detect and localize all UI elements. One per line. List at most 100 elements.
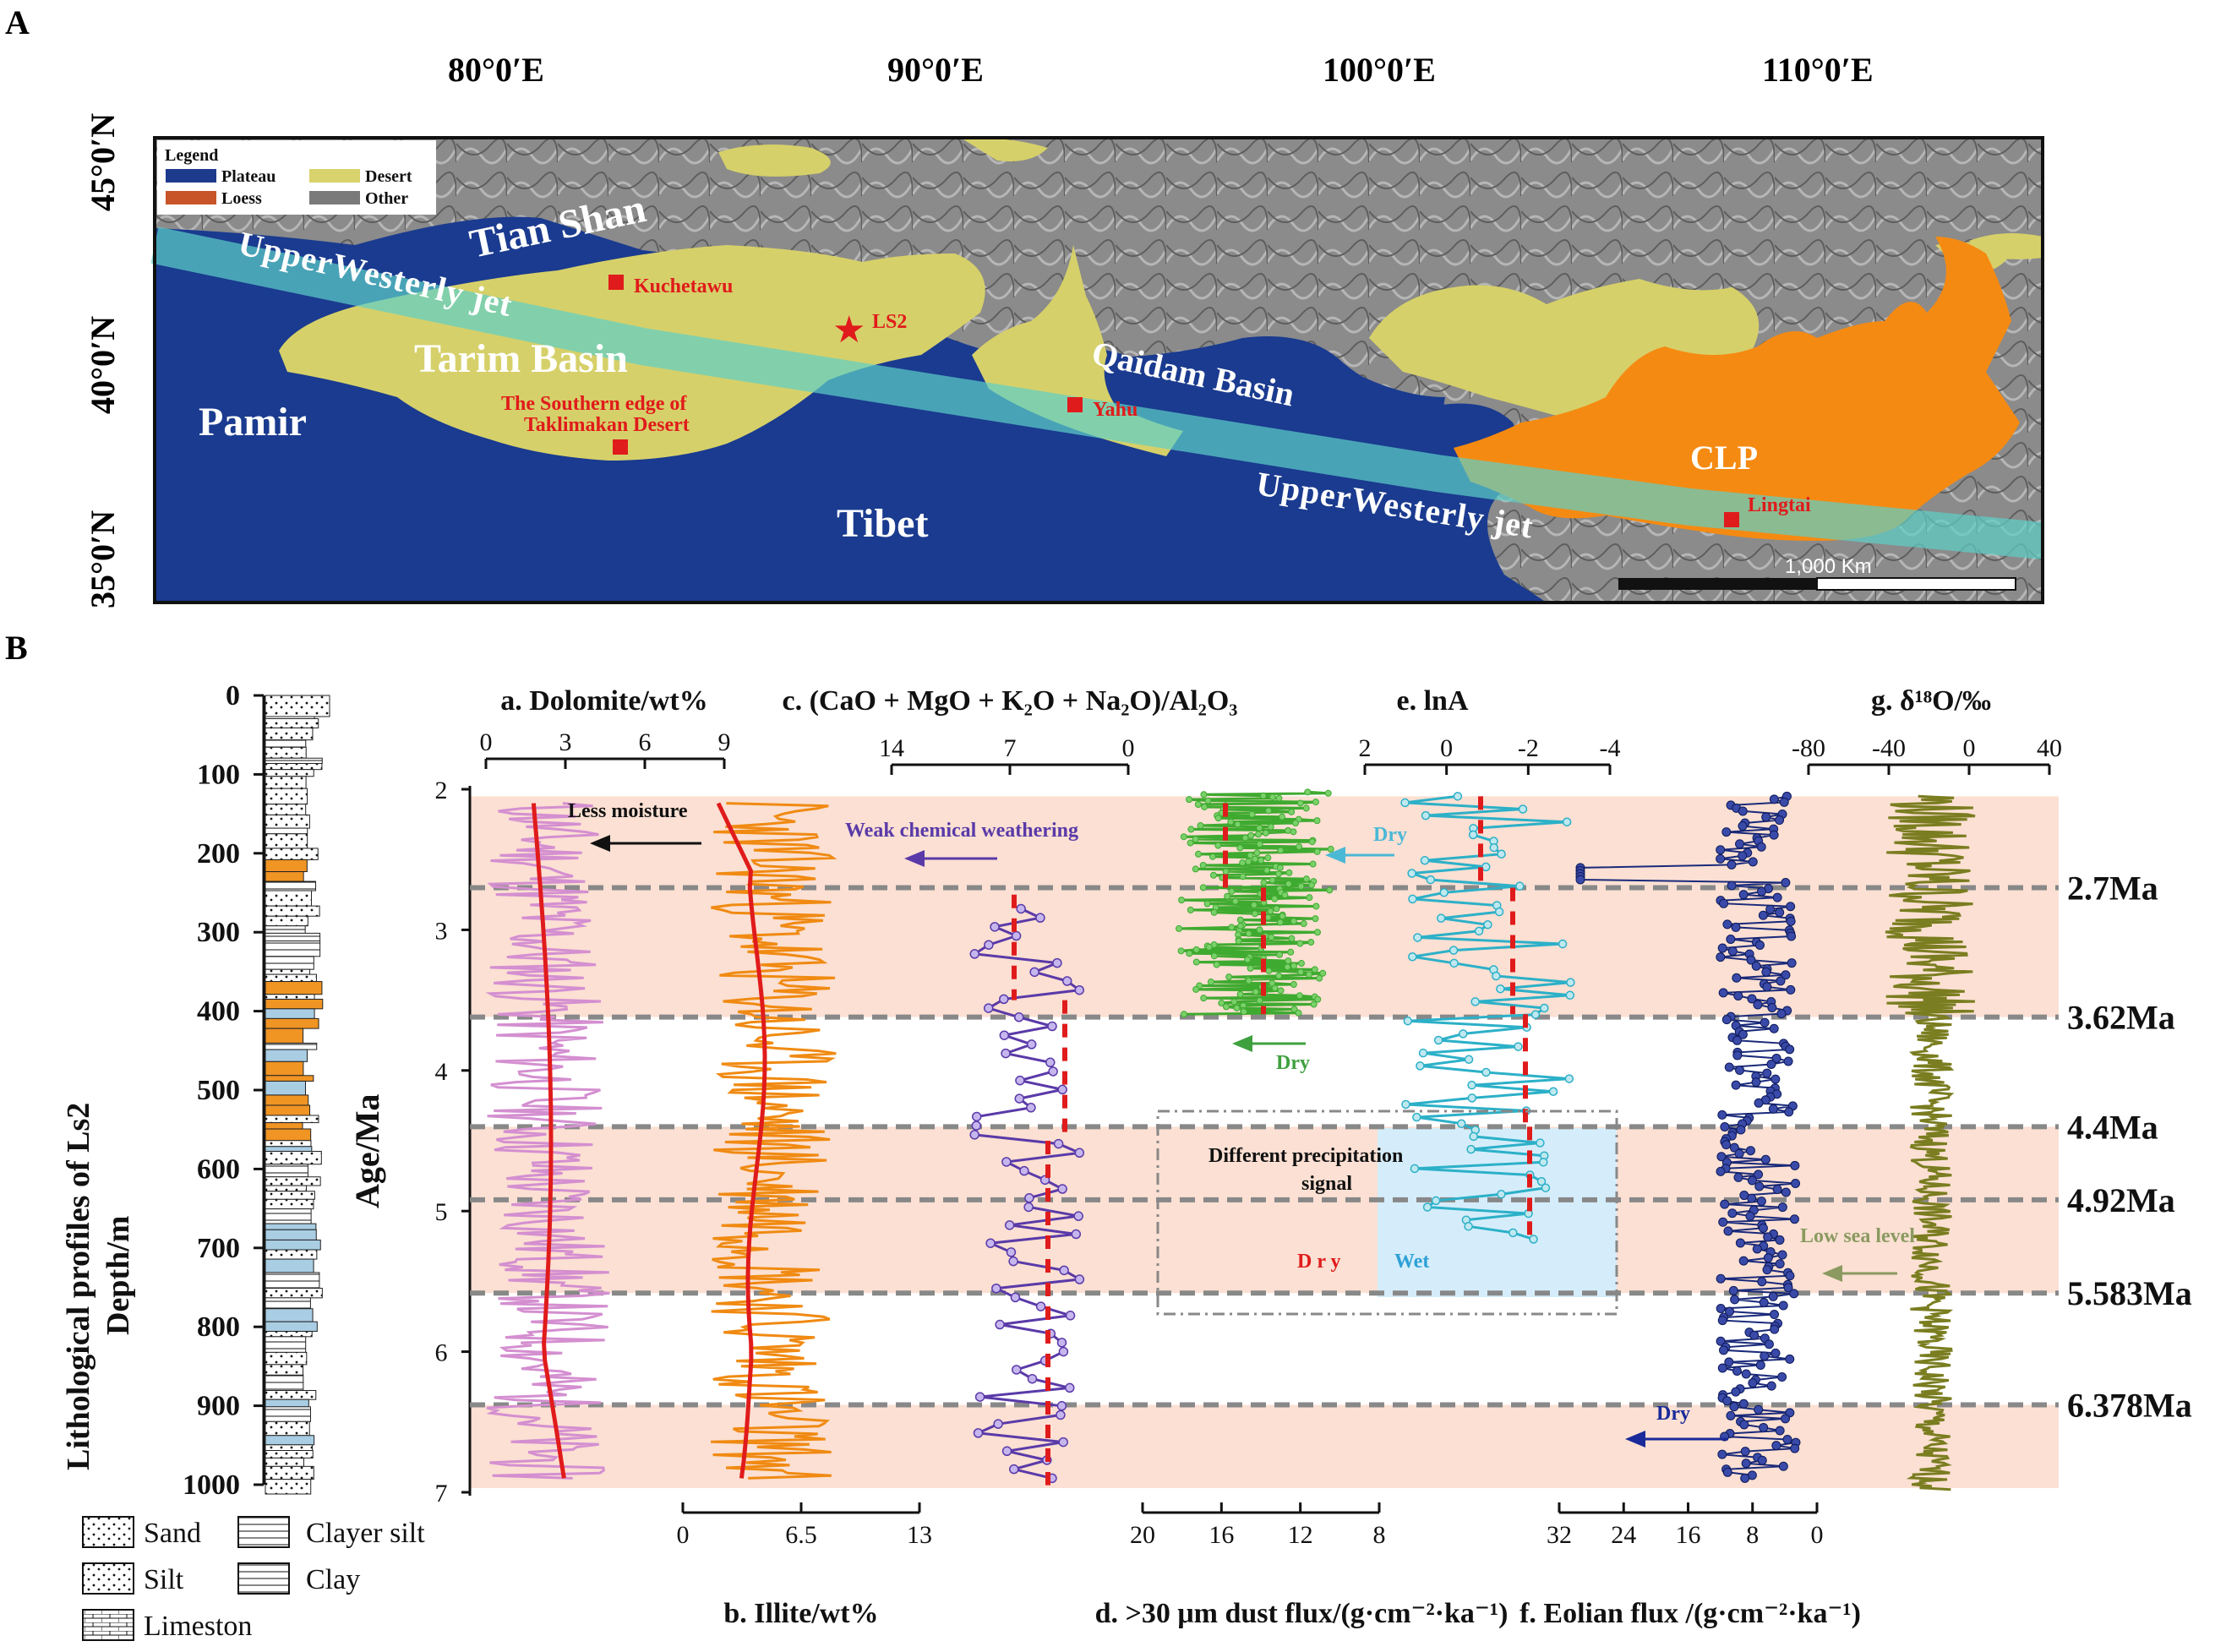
- eolian-point: [1759, 1422, 1769, 1432]
- eolian-point: [1760, 1017, 1770, 1028]
- dust-point: [1311, 966, 1318, 973]
- eolian-point: [1748, 857, 1758, 867]
- axis-tick-label-d: 16: [1208, 1521, 1234, 1549]
- weathering-point: [1035, 1301, 1046, 1311]
- dust-point: [1312, 799, 1319, 806]
- panel-label-a: A: [5, 3, 30, 41]
- eolian-point: [1791, 1178, 1801, 1188]
- trend-illite: [716, 802, 767, 1479]
- eolian-point: [1781, 1414, 1791, 1424]
- series-dolomite: [485, 802, 610, 1480]
- legend-limeston: Limeston: [144, 1611, 252, 1642]
- eolian-point: [1764, 1339, 1774, 1349]
- eolian-point: [1754, 940, 1765, 951]
- dust-point: [1236, 844, 1244, 852]
- dust-point: [1201, 803, 1208, 810]
- arrow-low-sea-head: [1822, 1265, 1842, 1282]
- legend-silt: Silt: [144, 1564, 184, 1595]
- dust-point: [1260, 879, 1268, 886]
- dust-point: [1258, 857, 1265, 864]
- depth-tick-label: 800: [197, 1311, 240, 1343]
- eolian-point: [1745, 1146, 1755, 1156]
- qaidam-plateau: [1039, 338, 1445, 448]
- weathering-point: [1012, 1365, 1022, 1375]
- dust-point: [1236, 990, 1244, 998]
- map-legend-title: Legend: [165, 146, 218, 165]
- eolian-point: [1762, 1265, 1772, 1275]
- litho-layer: [265, 932, 321, 942]
- dust-point: [1224, 892, 1231, 900]
- eolian-point: [1775, 815, 1785, 826]
- legend-silt-swatch: [82, 1562, 134, 1595]
- eolian-point: [1756, 1197, 1766, 1207]
- weathering-point: [1048, 1066, 1058, 1077]
- litho-layer: [265, 1208, 312, 1224]
- eolian-point: [1747, 1193, 1757, 1203]
- axis-tick-label-f: 0: [1811, 1521, 1824, 1549]
- dust-point: [1256, 824, 1263, 831]
- eolian-point: [1722, 1467, 1732, 1477]
- dust-point: [1208, 853, 1216, 860]
- age-axis: Age/Ma 2 3 4 5 6 7: [348, 777, 472, 1508]
- litho-layer: [265, 1017, 319, 1029]
- lna-point: [1449, 946, 1459, 955]
- eolian-point: [1789, 1214, 1799, 1224]
- litho-layer: [265, 1198, 314, 1210]
- dust-point: [1248, 810, 1256, 818]
- litho-layer: [265, 871, 304, 882]
- weathering-point: [1035, 913, 1045, 923]
- weathering-point: [1052, 957, 1062, 968]
- axis-tick-label-b: 0: [677, 1521, 690, 1549]
- note-low-sea: Low sea level: [1800, 1225, 1915, 1247]
- eolian-point: [1727, 946, 1738, 957]
- dust-point: [1302, 804, 1310, 812]
- weathering-point: [1056, 1338, 1067, 1348]
- dust-point: [1285, 881, 1292, 888]
- weathering-point: [1001, 1157, 1012, 1167]
- eolian-point: [1785, 1044, 1795, 1055]
- weathering-point: [1009, 1464, 1019, 1475]
- litho-layer: [265, 1321, 318, 1333]
- dust-point: [1214, 842, 1222, 849]
- weathering-point: [1058, 1437, 1068, 1448]
- dust-point: [1302, 875, 1310, 883]
- litho-layer: [265, 905, 320, 917]
- dust-point: [1192, 946, 1200, 953]
- note-dry-f: Dry: [1656, 1403, 1690, 1425]
- eolian-point: [1776, 976, 1786, 986]
- axis-tick-label-a: 9: [718, 728, 731, 756]
- dust-point: [1247, 964, 1254, 972]
- dust-point: [1314, 995, 1322, 1003]
- eolian-point: [1724, 1062, 1734, 1072]
- eolian-point: [1739, 1420, 1749, 1430]
- eolian-point: [1763, 1253, 1773, 1263]
- litho-column: Lithological profiles of Ls2 Depth/m 0 10…: [61, 680, 330, 1501]
- depth-tick-label: 500: [197, 1075, 240, 1106]
- eolian-point: [1735, 1238, 1745, 1248]
- dust-point: [1235, 937, 1242, 945]
- dust-point: [1268, 979, 1276, 987]
- dust-point: [1262, 829, 1269, 837]
- axis-tick-label-f: 32: [1547, 1521, 1572, 1549]
- weathering-point: [974, 1392, 985, 1402]
- eolian-point: [1770, 1324, 1780, 1334]
- axis-tick-label-g: 0: [1963, 734, 1976, 762]
- lna-point: [1565, 990, 1575, 1000]
- axis-tick-label-e: -4: [1600, 734, 1621, 762]
- weathering-point: [1026, 1103, 1036, 1113]
- lna-point: [1464, 1055, 1474, 1065]
- dust-point: [1239, 873, 1247, 881]
- litho-layer: [265, 1297, 311, 1310]
- weathering-point: [969, 1130, 979, 1140]
- weathering-point: [1024, 1192, 1034, 1203]
- dust-point: [1297, 968, 1305, 976]
- litho-layer: [265, 757, 323, 764]
- dust-point: [1296, 992, 1303, 1000]
- dust-point: [1252, 855, 1259, 863]
- dust-point: [1327, 845, 1334, 853]
- axis-tick-label-a: 3: [559, 728, 572, 756]
- dust-point: [1194, 801, 1202, 809]
- litho-layer: [265, 1336, 307, 1353]
- axis-tick-label-e: -2: [1518, 734, 1539, 762]
- series-lna: [1405, 794, 1571, 1240]
